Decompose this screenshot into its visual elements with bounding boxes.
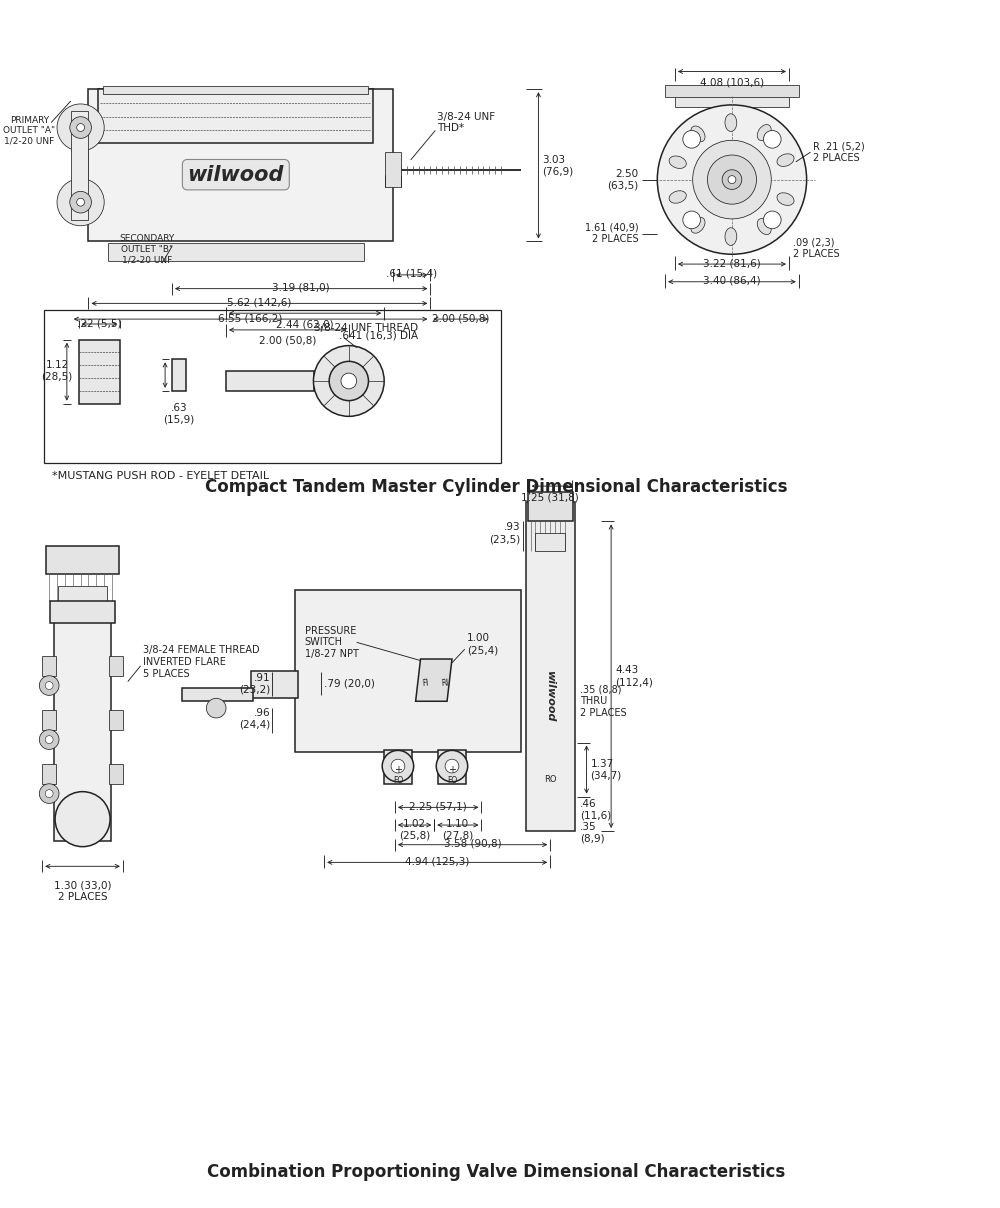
- Text: RO: RO: [544, 776, 556, 784]
- Text: 1.30 (33,0)
2 PLACES: 1.30 (33,0) 2 PLACES: [54, 881, 111, 901]
- Ellipse shape: [777, 153, 794, 167]
- Text: .22 (5,5): .22 (5,5): [77, 318, 122, 329]
- Bar: [526, 501, 575, 831]
- Text: .93
(23,5): .93 (23,5): [489, 523, 521, 544]
- Circle shape: [382, 750, 414, 782]
- Bar: [58, 586, 107, 602]
- Circle shape: [77, 198, 85, 207]
- Text: FI: FI: [422, 679, 429, 689]
- Text: .35 (8,8)
THRU
2 PLACES: .35 (8,8) THRU 2 PLACES: [580, 685, 626, 718]
- Text: 1.61 (40,9)
2 PLACES: 1.61 (40,9) 2 PLACES: [585, 222, 639, 244]
- Circle shape: [763, 130, 781, 149]
- Text: 2.25 (57,1): 2.25 (57,1): [409, 801, 467, 812]
- Circle shape: [45, 790, 53, 797]
- Circle shape: [707, 155, 757, 204]
- Bar: [79, 339, 120, 403]
- Circle shape: [45, 736, 53, 743]
- Circle shape: [57, 104, 104, 151]
- Bar: [46, 546, 119, 574]
- Text: .79 (20,0): .79 (20,0): [324, 679, 375, 689]
- Bar: [42, 710, 56, 730]
- Text: 1.37
(34,7): 1.37 (34,7): [590, 759, 622, 780]
- Text: .96
(24,4): .96 (24,4): [239, 708, 270, 730]
- Ellipse shape: [691, 217, 705, 233]
- Bar: [42, 765, 56, 784]
- Ellipse shape: [725, 114, 737, 132]
- Text: 3/8-24 UNF THREAD: 3/8-24 UNF THREAD: [314, 323, 419, 333]
- Bar: [528, 492, 573, 522]
- Bar: [44, 310, 501, 463]
- Text: 2.44 (62,0): 2.44 (62,0): [276, 319, 334, 329]
- Text: .35
(8,9): .35 (8,9): [580, 823, 604, 843]
- Circle shape: [329, 361, 368, 401]
- Text: .61 (15,4): .61 (15,4): [386, 269, 437, 279]
- Circle shape: [683, 211, 701, 228]
- Circle shape: [206, 698, 226, 718]
- Circle shape: [693, 140, 771, 219]
- Ellipse shape: [669, 191, 686, 203]
- Text: 1.10
(27,8): 1.10 (27,8): [442, 819, 473, 841]
- Circle shape: [683, 130, 701, 149]
- Bar: [88, 89, 393, 242]
- Text: 3.19 (81,0): 3.19 (81,0): [272, 283, 330, 292]
- Text: 2.00 (50,8): 2.00 (50,8): [432, 313, 490, 324]
- Circle shape: [445, 759, 459, 773]
- Text: .63
(15,9): .63 (15,9): [163, 402, 194, 424]
- Ellipse shape: [669, 156, 686, 168]
- Circle shape: [45, 681, 53, 690]
- Bar: [109, 656, 123, 675]
- Circle shape: [39, 675, 59, 696]
- Text: 1.25 (31,8): 1.25 (31,8): [521, 492, 579, 503]
- Text: 4.94 (125,3): 4.94 (125,3): [405, 856, 469, 866]
- Text: +: +: [448, 765, 456, 776]
- Bar: [384, 750, 412, 784]
- Bar: [109, 710, 123, 730]
- Circle shape: [70, 191, 91, 213]
- Text: 4.08 (103,6): 4.08 (103,6): [700, 77, 764, 87]
- Text: PRIMARY
OUTLET "A"
1/2-20 UNF: PRIMARY OUTLET "A" 1/2-20 UNF: [3, 116, 56, 145]
- Text: SECONDARY
OUTLET "B"
1/2-20 UNF: SECONDARY OUTLET "B" 1/2-20 UNF: [120, 234, 175, 265]
- Ellipse shape: [691, 126, 705, 141]
- Bar: [98, 89, 373, 144]
- Text: 3.40 (86,4): 3.40 (86,4): [703, 275, 761, 286]
- Bar: [438, 750, 466, 784]
- Bar: [226, 371, 314, 391]
- Circle shape: [436, 750, 468, 782]
- Bar: [295, 591, 521, 753]
- Circle shape: [313, 345, 384, 417]
- Ellipse shape: [757, 219, 771, 234]
- Bar: [71, 111, 88, 220]
- Bar: [675, 89, 789, 106]
- Ellipse shape: [725, 228, 737, 245]
- Text: 2.50
(63,5): 2.50 (63,5): [607, 169, 639, 191]
- Bar: [103, 86, 368, 94]
- Text: 3/8-24 FEMALE THREAD
INVERTED FLARE
5 PLACES: 3/8-24 FEMALE THREAD INVERTED FLARE 5 PL…: [143, 645, 259, 679]
- Text: PRESSURE
SWITCH
1/8-27 NPT: PRESSURE SWITCH 1/8-27 NPT: [305, 626, 358, 658]
- Text: 3.22 (81,6): 3.22 (81,6): [703, 259, 761, 268]
- Text: wilwood: wilwood: [188, 164, 284, 185]
- Text: FO: FO: [393, 776, 403, 785]
- Circle shape: [57, 179, 104, 226]
- Text: .46
(11,6): .46 (11,6): [580, 798, 611, 820]
- Ellipse shape: [777, 193, 794, 205]
- Circle shape: [657, 105, 807, 254]
- Text: 6.55 (166,2): 6.55 (166,2): [218, 313, 283, 324]
- Circle shape: [39, 784, 59, 803]
- Text: 1.02
(25,8): 1.02 (25,8): [399, 819, 430, 841]
- Text: 5.62 (142,6): 5.62 (142,6): [227, 297, 292, 308]
- Bar: [251, 670, 298, 698]
- Bar: [54, 605, 111, 841]
- Text: R .21 (5,2)
2 PLACES: R .21 (5,2) 2 PLACES: [813, 141, 864, 163]
- Bar: [182, 687, 253, 702]
- Bar: [385, 152, 401, 187]
- Text: 4.43
(112,4): 4.43 (112,4): [615, 666, 653, 687]
- Text: .09 (2,3)
2 PLACES: .09 (2,3) 2 PLACES: [793, 238, 840, 260]
- Bar: [42, 656, 56, 675]
- Text: 1.12
(28,5): 1.12 (28,5): [41, 360, 73, 382]
- Circle shape: [55, 791, 110, 847]
- Text: RI: RI: [441, 679, 449, 689]
- Bar: [50, 602, 115, 622]
- Circle shape: [391, 759, 405, 773]
- Bar: [665, 86, 799, 97]
- Bar: [109, 765, 123, 784]
